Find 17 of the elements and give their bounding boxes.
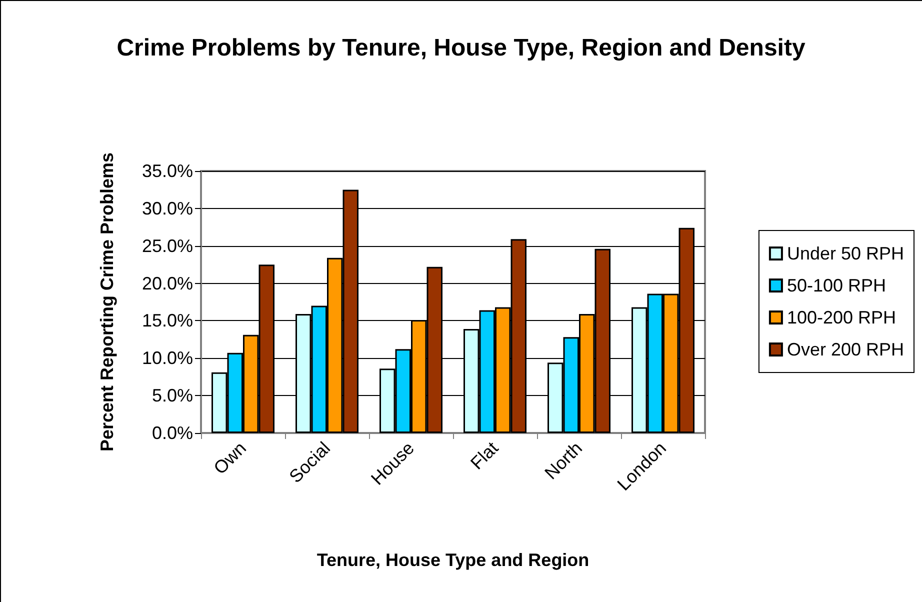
- y-tick-label: 10.0%: [142, 348, 193, 368]
- legend-label: 100-200 RPH: [786, 308, 896, 328]
- x-tick-label: Own: [210, 438, 250, 478]
- chart-title: Crime Problems by Tenure, House Type, Region and Density: [116, 34, 806, 62]
- legend-label: Under 50 RPH: [786, 244, 904, 264]
- x-tick-label: Flat: [466, 438, 502, 474]
- y-tick-label: 30.0%: [142, 198, 193, 218]
- y-tick-label: 5.0%: [152, 386, 193, 406]
- legend-label: Over 200 RPH: [786, 340, 904, 360]
- x-axis-title: Tenure, House Type and Region: [316, 550, 590, 570]
- y-tick-label: 20.0%: [142, 273, 193, 294]
- y-axis-title: Percent Reporting Crime Problems: [97, 152, 117, 452]
- legend-label: 50-100 RPH: [786, 276, 886, 296]
- y-tick-label: 25.0%: [142, 236, 193, 256]
- y-tick-label: 15.0%: [142, 310, 193, 331]
- y-tick-label: 0.0%: [152, 423, 193, 443]
- y-tick-label: 35.0%: [142, 161, 193, 181]
